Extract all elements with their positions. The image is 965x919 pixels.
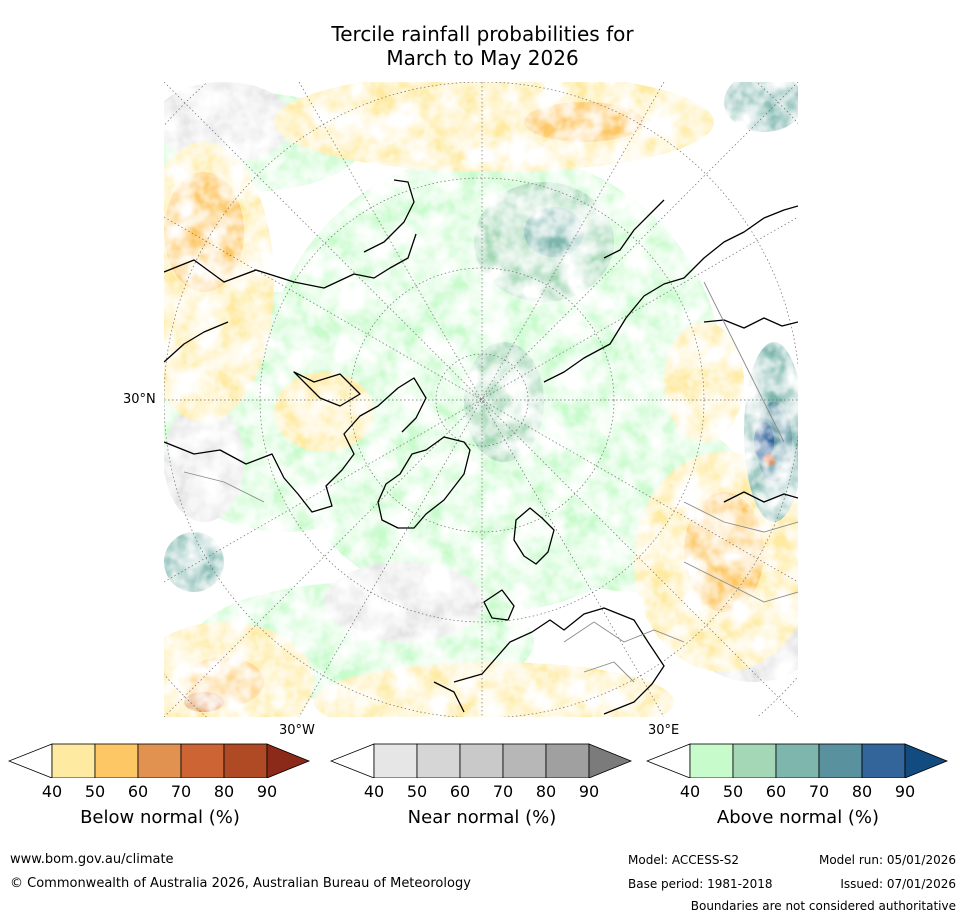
disclaimer-text: Boundaries are not considered authoritat…	[690, 899, 956, 913]
tick: 40	[41, 782, 63, 801]
colorbar-near-svg	[330, 743, 633, 778]
tick: 70	[808, 782, 830, 801]
colorbar-bin	[51, 743, 96, 778]
tick: 60	[449, 782, 471, 801]
tick: 40	[363, 782, 385, 801]
colorbar-bin	[137, 743, 182, 778]
tick: 50	[722, 782, 744, 801]
colorbar-near-label: Near normal (%)	[407, 807, 557, 828]
lon-label-30w: 30°W	[279, 723, 315, 738]
colorbar-extend-high	[904, 743, 949, 778]
colorbar-bin	[861, 743, 906, 778]
colorbar-near	[330, 740, 634, 778]
colorbar-below	[8, 740, 312, 778]
colorbar-extend-high	[266, 743, 311, 778]
tick: 90	[894, 782, 916, 801]
colorbar-bin	[416, 743, 461, 778]
model-run-text: Model run: 05/01/2026	[818, 853, 956, 867]
colorbar-extend-low	[330, 743, 375, 778]
tick: 80	[535, 782, 557, 801]
tick: 60	[765, 782, 787, 801]
tick: 90	[256, 782, 278, 801]
model-text: Model: ACCESS-S2	[628, 853, 740, 867]
colorbar-bin	[545, 743, 590, 778]
colorbar-extend-low	[8, 743, 53, 778]
title-line-1: Tercile rainfall probabilities for	[331, 22, 634, 46]
colorbar-bin	[223, 743, 268, 778]
lon-label-30e: 30°E	[648, 723, 680, 738]
colorbar-above-svg	[646, 743, 949, 778]
colorbar-above-label: Above normal (%)	[716, 807, 880, 828]
colorbar-above	[646, 740, 950, 778]
colorbar-extend-high	[588, 743, 633, 778]
title-line-2: March to May 2026	[386, 46, 579, 70]
colorbar-bin	[94, 743, 139, 778]
tick: 70	[492, 782, 514, 801]
tick: 60	[127, 782, 149, 801]
colorbar-bin	[732, 743, 777, 778]
borders	[183, 281, 798, 683]
colorbar-bin	[373, 743, 418, 778]
lat-label-30n: 30°N	[123, 392, 156, 407]
colorbar-bin	[689, 743, 734, 778]
colorbar-below-label: Below normal (%)	[80, 807, 240, 828]
colorbar-bin	[775, 743, 820, 778]
graticule	[164, 82, 798, 717]
coastlines	[164, 179, 798, 715]
issued-text: Issued: 07/01/2026	[840, 877, 956, 891]
colorbar-below-svg	[8, 743, 311, 778]
base-period-text: Base period: 1981-2018	[628, 877, 773, 891]
colorbar-bin	[180, 743, 225, 778]
colorbar-bin	[502, 743, 547, 778]
colorbar-bin	[818, 743, 863, 778]
tick: 50	[406, 782, 428, 801]
tick: 70	[170, 782, 192, 801]
tick: 90	[578, 782, 600, 801]
probability-map	[164, 82, 798, 717]
colorbar-extend-low	[646, 743, 691, 778]
website-text: www.bom.gov.au/climate	[10, 852, 174, 867]
tick: 80	[851, 782, 873, 801]
map-canvas	[164, 82, 798, 717]
copyright-text: © Commonwealth of Australia 2026, Austra…	[10, 876, 471, 891]
tick: 80	[213, 782, 235, 801]
tick: 50	[84, 782, 106, 801]
colorbar-bin	[459, 743, 504, 778]
tick: 40	[679, 782, 701, 801]
